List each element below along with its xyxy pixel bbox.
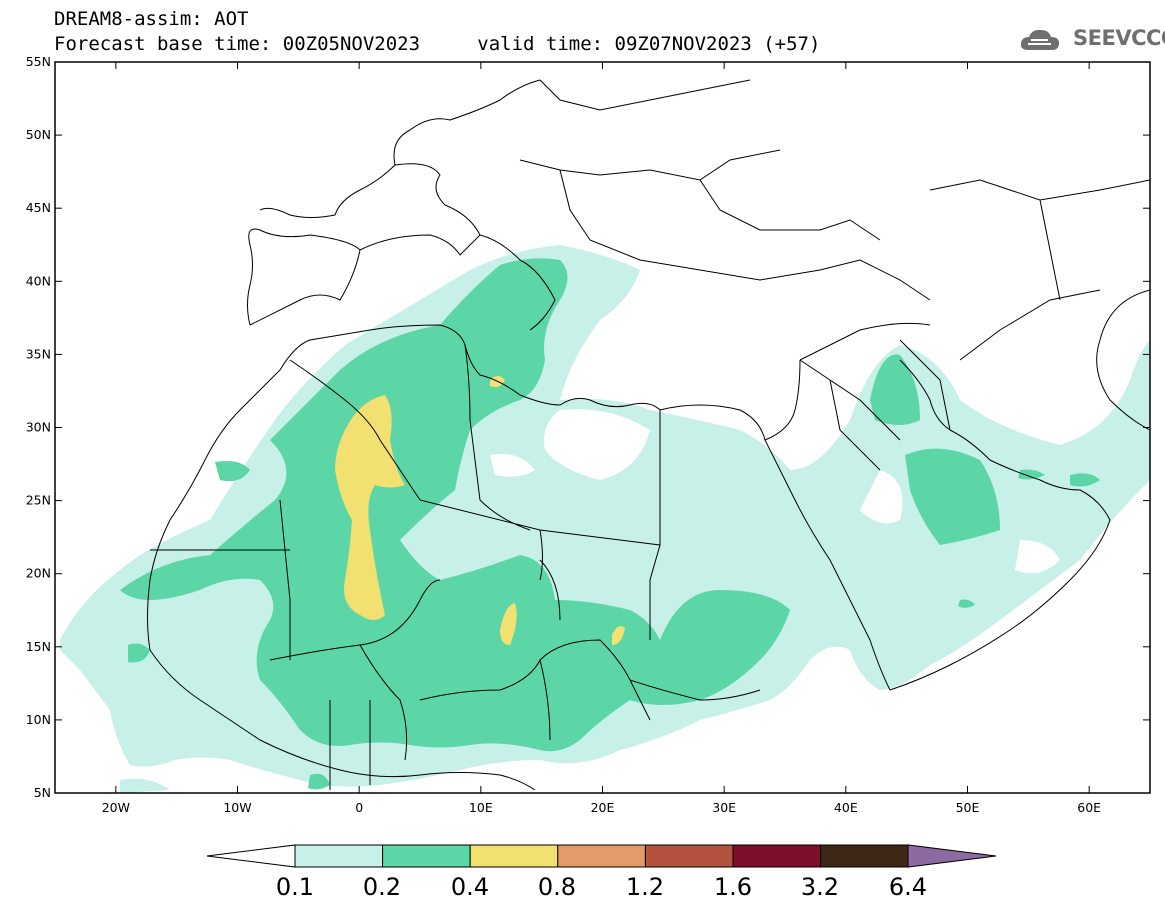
latitude-tick-label: 5N [34, 785, 51, 800]
latitude-tick-label: 50N [26, 127, 51, 142]
coastline-red-sea [659, 359, 891, 691]
colorbar-low-arrow [206, 844, 296, 868]
country-borders [147, 79, 1150, 791]
longitude-tick-label: 20E [591, 800, 615, 815]
map-subtitle: Forecast base time: 00Z05NOV2023 valid t… [54, 33, 820, 55]
valid-time: valid time: 09Z07NOV2023 (+57) [477, 33, 821, 55]
colorbar-swatch [469, 844, 559, 868]
latitude-tick-label: 30N [26, 420, 51, 435]
latitude-tick-label: 45N [26, 200, 51, 215]
colorbar-swatch [732, 844, 822, 868]
border-europe-interior [519, 79, 931, 301]
latitude-labels: 55N 50N 45N 40N 35N 30N 25N 20N 15N 10N 5N [26, 54, 51, 800]
colorbar-label: 0.4 [450, 873, 490, 901]
colorbar [206, 844, 997, 868]
longitude-tick-label: 50E [956, 800, 980, 815]
latitude-tick-label: 40N [26, 273, 51, 288]
border-middle-east [799, 179, 1150, 471]
latitude-tick-label: 55N [26, 54, 51, 69]
coastline-west-africa [147, 459, 536, 791]
colorbar-swatch [557, 844, 646, 868]
colorbar-label: 1.6 [713, 873, 753, 901]
colorbar-high-arrow [907, 844, 997, 868]
latitude-tick-label: 20N [26, 566, 51, 581]
colorbar-label: 0.8 [537, 873, 577, 901]
seevccc-logo [1020, 29, 1059, 50]
coastline-europe [247, 79, 556, 331]
colorbar-label: 0.1 [275, 873, 315, 901]
latitude-tick-label: 25N [26, 493, 51, 508]
latitude-tick-label: 35N [26, 346, 51, 361]
longitude-tick-label: 0 [355, 800, 363, 815]
longitude-tick-label: 60E [1077, 800, 1101, 815]
longitude-tick-label: 10W [223, 800, 251, 815]
aot-contours [60, 245, 1150, 793]
map-title: DREAM8-assim: AOT [54, 8, 249, 30]
longitude-tick-label: 20W [102, 800, 130, 815]
longitude-tick-label: 10E [469, 800, 493, 815]
colorbar-swatch [644, 844, 734, 868]
colorbar-swatch [382, 844, 471, 868]
border-maghreb [150, 344, 661, 660]
colorbar-label: 3.2 [800, 873, 840, 901]
longitude-labels: 20W 10W 0 10E 20E 30E 40E 50E 60E [102, 800, 1101, 815]
coastline-north-africa [204, 324, 661, 461]
longitude-tick-label: 30E [712, 800, 736, 815]
coastline-arabia [799, 322, 1111, 691]
coastline-east [1096, 289, 1150, 431]
colorbar-swatch [820, 844, 909, 868]
colorbar-label: 6.4 [888, 873, 928, 901]
cloud-icon [1020, 29, 1059, 50]
forecast-base-time: Forecast base time: 00Z05NOV2023 [54, 33, 421, 55]
latitude-tick-label: 15N [26, 639, 51, 654]
colorbar-label: 1.2 [625, 873, 665, 901]
longitude-tick-label: 40E [834, 800, 858, 815]
logo-text: SEEVCCC [1073, 26, 1165, 50]
latitude-tick-label: 10N [26, 712, 51, 727]
colorbar-swatch [294, 844, 384, 868]
border-sahel [269, 579, 761, 790]
colorbar-label: 0.2 [362, 873, 402, 901]
